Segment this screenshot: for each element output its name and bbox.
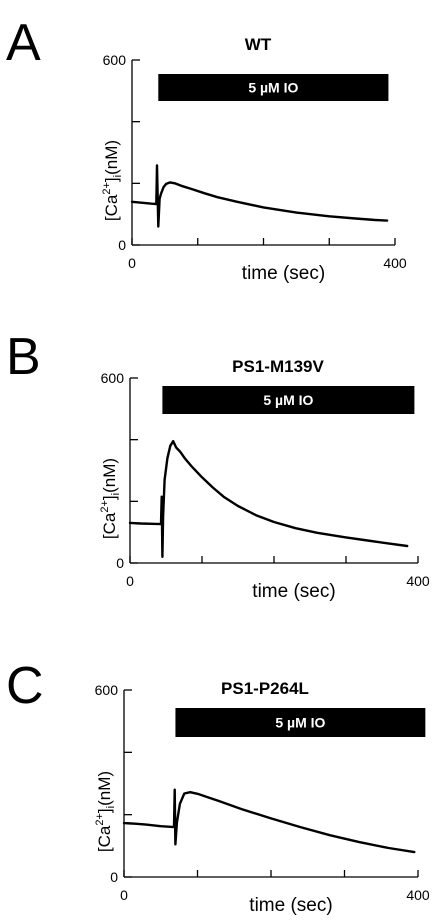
ylabel-part: [Ca — [95, 825, 114, 852]
panel-c-x-tick-label: 0 — [120, 887, 128, 903]
ylabel-part: [Ca — [100, 512, 119, 539]
ylabel-part: ] — [100, 495, 119, 500]
panel-b-treatment-bar — [162, 386, 415, 414]
ylabel-subscript: i — [110, 493, 122, 495]
panel-b-plot: 0 600 0 400 time (sec) [Ca2+]i(nM) 5 µM IO — [99, 370, 430, 602]
ylabel-part: (nM) — [100, 458, 119, 493]
panel-c-treatment-bar — [175, 708, 426, 737]
ylabel-subscript: i — [105, 806, 117, 808]
panel-b-title: PS1-M139V — [232, 357, 324, 376]
panel-a-y-tick-label: 0 — [118, 237, 126, 253]
panel-c-y-tick-label: 600 — [95, 682, 119, 698]
panel-b-calcium-trace — [128, 440, 409, 558]
panel-a-x-tick-label: 0 — [128, 255, 136, 271]
panel-a-plot: 0 600 0 400 time (sec) [Ca2+]i(nM) 5 µM IO — [101, 52, 407, 284]
panel-b-letter: B — [6, 328, 41, 386]
panel-b-y-tick-label: 600 — [101, 370, 125, 386]
ylabel-part: [Ca — [102, 194, 121, 221]
panel-a-y-tick-label: 600 — [103, 52, 127, 68]
panel-b: B PS1-M139V 0 600 0 400 time (sec) [Ca2+]i(nM… — [6, 328, 430, 602]
panel-b-y-tick-label: 0 — [116, 555, 124, 571]
ylabel-part: ] — [102, 177, 121, 182]
panel-b-treatment-label: 5 µM IO — [263, 392, 313, 408]
panel-c-x-axis-title: time (sec) — [249, 895, 332, 916]
panel-a-letter: A — [6, 14, 41, 72]
panel-c: C PS1-P264L 0 600 0 400 time (sec) [Ca2+]i(nM… — [6, 657, 430, 916]
panel-a-y-axis-title: [Ca2+]i(nM) — [101, 140, 124, 221]
panel-a-x-tick-label: 400 — [383, 255, 407, 271]
panel-a-title: WT — [245, 35, 272, 54]
panel-c-letter: C — [6, 657, 44, 715]
panel-c-title: PS1-P264L — [221, 679, 309, 698]
ylabel-subscript: i — [112, 175, 124, 177]
ylabel-part: (nM) — [95, 771, 114, 806]
panel-a-treatment-bar — [158, 74, 389, 101]
ylabel-part: (nM) — [102, 140, 121, 175]
panel-b-x-tick-label: 0 — [126, 573, 134, 589]
panel-c-x-tick-label: 400 — [406, 887, 430, 903]
ylabel-superscript: 2+ — [99, 500, 111, 513]
ylabel-part: ] — [95, 808, 114, 813]
panel-c-treatment-label: 5 µM IO — [275, 715, 325, 731]
panel-c-y-axis-title: [Ca2+]i(nM) — [94, 771, 117, 852]
panel-c-calcium-trace — [122, 788, 416, 854]
panel-c-plot: 0 600 0 400 time (sec) [Ca2+]i(nM) 5 µM IO — [94, 682, 430, 916]
panel-a-x-axis-title: time (sec) — [242, 263, 325, 284]
panel-a-treatment-label: 5 µM IO — [248, 80, 298, 96]
panel-c-y-tick-label: 0 — [110, 869, 118, 885]
panel-b-x-axis-title: time (sec) — [252, 581, 335, 602]
panel-b-y-axis-title: [Ca2+]i(nM) — [99, 458, 122, 539]
ylabel-superscript: 2+ — [94, 813, 106, 826]
panel-b-x-tick-label: 400 — [406, 573, 430, 589]
panel-a-calcium-trace — [130, 164, 389, 228]
panel-a: A WT 0 600 0 400 time (sec) [Ca2+]i(nM) 5 µM I… — [6, 14, 407, 284]
ylabel-superscript: 2+ — [101, 182, 113, 195]
